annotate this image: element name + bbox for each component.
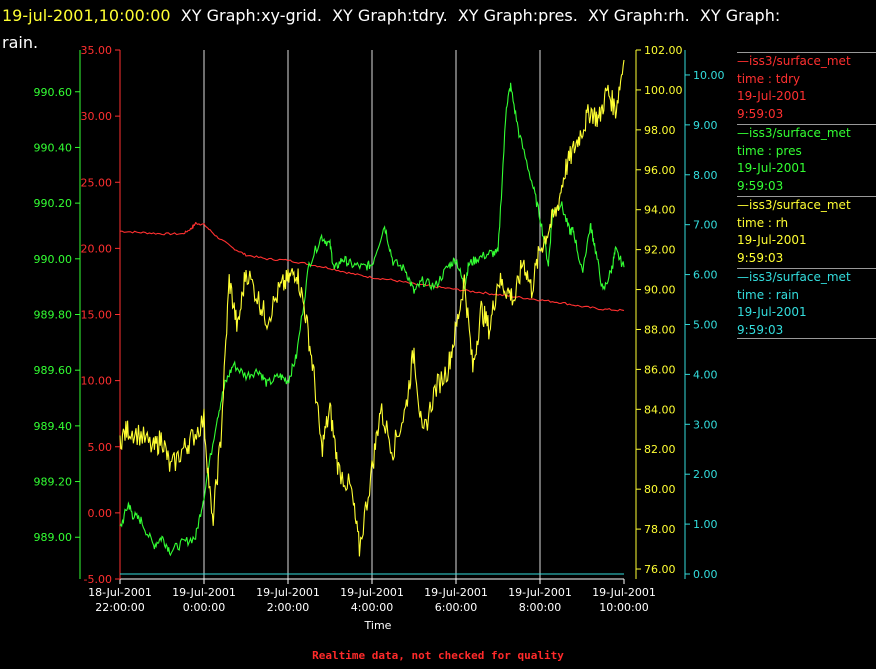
legend-date: 19-Jul-2001 xyxy=(737,161,807,175)
rain-tick-label: 9.00 xyxy=(693,119,718,132)
rh-tick-label: 96.00 xyxy=(644,164,676,177)
x-axis-label: Time xyxy=(364,619,392,632)
legend-date: 19-Jul-2001 xyxy=(737,305,807,319)
legend-divider xyxy=(737,338,876,339)
legend-divider xyxy=(737,124,876,125)
legend-source: —iss3/surface_met xyxy=(737,270,851,284)
rain-tick-label: 8.00 xyxy=(693,169,718,182)
legend-source: —iss3/surface_met xyxy=(737,54,851,68)
tdry-tick-label: 25.00 xyxy=(81,176,113,189)
legend-divider xyxy=(737,52,876,53)
rh-tick-label: 80.00 xyxy=(644,483,676,496)
legend-field: time : tdry xyxy=(737,71,801,86)
legend-field: time : rh xyxy=(737,215,789,230)
rain-tick-label: 6.00 xyxy=(693,269,718,282)
header-graphs: XY Graph:xy-grid. XY Graph:tdry. XY Grap… xyxy=(170,6,781,25)
rain-tick-label: 0.00 xyxy=(693,568,718,581)
rh-tick-label: 88.00 xyxy=(644,323,676,336)
rh-tick-label: 82.00 xyxy=(644,443,676,456)
legend-source: —iss3/surface_met xyxy=(737,126,851,140)
x-tick-label: 19-Jul-2001 xyxy=(172,586,236,599)
quality-note: Realtime data, not checked for quality xyxy=(312,649,564,662)
rh-tick-label: 90.00 xyxy=(644,284,676,297)
pres-tick-label: 989.00 xyxy=(34,531,73,544)
legend-source: —iss3/surface_met xyxy=(737,198,851,212)
tdry-tick-label: 30.00 xyxy=(81,110,113,123)
series-line-tdry xyxy=(120,221,625,312)
x-tick-label: 0:00:00 xyxy=(183,601,225,614)
legend-time: 9:59:03 xyxy=(737,322,784,337)
rh-tick-label: 78.00 xyxy=(644,523,676,536)
tdry-tick-label: 5.00 xyxy=(88,441,113,454)
x-tick-label: 8:00:00 xyxy=(519,601,561,614)
pres-tick-label: 989.60 xyxy=(34,364,73,377)
legend-time: 9:59:03 xyxy=(737,250,784,265)
tdry-tick-label: -5.00 xyxy=(84,573,112,586)
rh-tick-label: 102.00 xyxy=(644,44,683,57)
tdry-tick-label: 20.00 xyxy=(81,242,113,255)
legend-time: 9:59:03 xyxy=(737,106,784,121)
x-tick-label: 22:00:00 xyxy=(95,601,144,614)
pres-tick-label: 990.20 xyxy=(34,197,73,210)
vertical-grid xyxy=(203,50,541,579)
rain-tick-label: 7.00 xyxy=(693,219,718,232)
legend-date: 19-Jul-2001 xyxy=(737,89,807,103)
rain-tick-label: 5.00 xyxy=(693,318,718,331)
tdry-tick-label: 0.00 xyxy=(88,507,113,520)
rh-tick-label: 98.00 xyxy=(644,124,676,137)
pres-tick-label: 990.00 xyxy=(34,253,73,266)
tdry-tick-label: 15.00 xyxy=(81,309,113,322)
x-tick-label: 19-Jul-2001 xyxy=(340,586,404,599)
x-tick-label: 10:00:00 xyxy=(599,601,648,614)
legend-divider xyxy=(737,196,876,197)
x-tick-label: 19-Jul-2001 xyxy=(592,586,656,599)
pres-tick-label: 989.20 xyxy=(34,476,73,489)
pres-tick-label: 989.40 xyxy=(34,420,73,433)
rh-tick-label: 84.00 xyxy=(644,403,676,416)
rain-tick-label: 10.00 xyxy=(693,69,725,82)
rh-tick-label: 86.00 xyxy=(644,363,676,376)
legend-divider xyxy=(737,268,876,269)
legend-field: time : pres xyxy=(737,143,802,158)
series-lines xyxy=(119,59,625,575)
legend-time: 9:59:03 xyxy=(737,178,784,193)
pres-tick-label: 990.40 xyxy=(34,141,73,154)
rh-tick-label: 100.00 xyxy=(644,84,683,97)
x-tick-label: 18-Jul-2001 xyxy=(88,586,152,599)
chart-header: 19-jul-2001,10:00:00 XY Graph:xy-grid. X… xyxy=(2,2,874,56)
header-timestamp: 19-jul-2001,10:00:00 xyxy=(2,6,171,25)
rain-tick-label: 4.00 xyxy=(693,368,718,381)
axes: 18-Jul-2001 22:00:00 19-Jul-2001 0:00:00 19-… xyxy=(34,44,725,614)
x-tick-label: 6:00:00 xyxy=(435,601,477,614)
rain-tick-label: 2.00 xyxy=(693,468,718,481)
pres-tick-label: 990.60 xyxy=(34,86,73,99)
header-graphs-continued: rain. xyxy=(2,33,39,52)
x-tick-label: 19-Jul-2001 xyxy=(508,586,572,599)
rain-tick-label: 1.00 xyxy=(693,518,718,531)
legend-field: time : rain xyxy=(737,287,800,302)
series-line-rh xyxy=(119,59,625,557)
x-tick-label: 19-Jul-2001 xyxy=(424,586,488,599)
rh-tick-label: 92.00 xyxy=(644,244,676,257)
x-tick-label: 4:00:00 xyxy=(351,601,393,614)
x-tick-label: 19-Jul-2001 xyxy=(256,586,320,599)
pres-tick-label: 989.80 xyxy=(34,309,73,322)
rh-tick-label: 76.00 xyxy=(644,563,676,576)
x-tick-label: 2:00:00 xyxy=(267,601,309,614)
rain-tick-label: 3.00 xyxy=(693,418,718,431)
tdry-tick-label: 35.00 xyxy=(81,44,113,57)
rh-tick-label: 94.00 xyxy=(644,204,676,217)
tdry-tick-label: 10.00 xyxy=(81,375,113,388)
legend-date: 19-Jul-2001 xyxy=(737,233,807,247)
